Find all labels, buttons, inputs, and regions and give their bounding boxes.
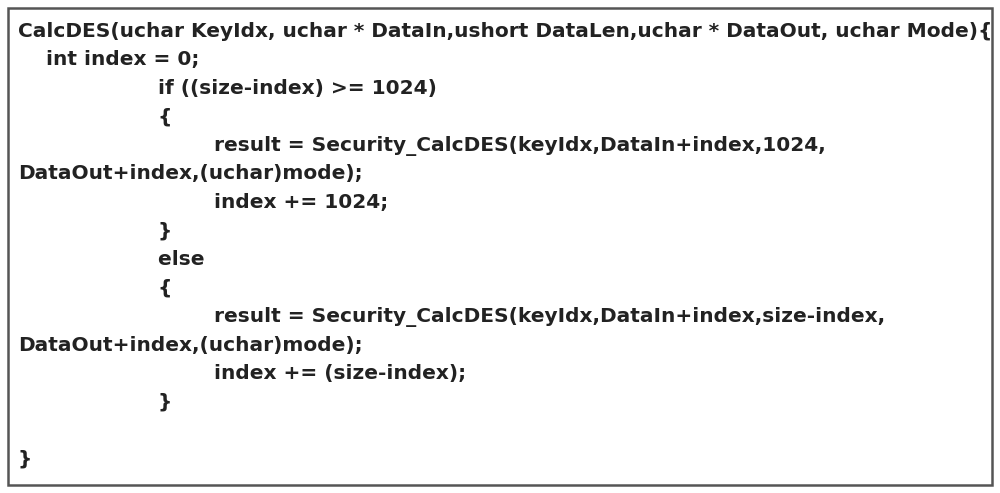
Text: result = Security_CalcDES(keyIdx,DataIn+index,size-index,: result = Security_CalcDES(keyIdx,DataIn+… (18, 307, 885, 327)
Text: }: } (18, 392, 172, 412)
Text: CalcDES(uchar KeyIdx, uchar * DataIn,ushort DataLen,uchar * DataOut, uchar Mode): CalcDES(uchar KeyIdx, uchar * DataIn,ush… (18, 22, 992, 41)
Text: if ((size-index) >= 1024): if ((size-index) >= 1024) (18, 79, 437, 98)
Text: int index = 0;: int index = 0; (18, 50, 199, 70)
Text: result = Security_CalcDES(keyIdx,DataIn+index,1024,: result = Security_CalcDES(keyIdx,DataIn+… (18, 136, 826, 156)
Text: }: } (18, 221, 172, 241)
Text: DataOut+index,(uchar)mode);: DataOut+index,(uchar)mode); (18, 165, 363, 183)
Text: }: } (18, 450, 32, 468)
Text: DataOut+index,(uchar)mode);: DataOut+index,(uchar)mode); (18, 336, 363, 354)
Text: {: { (18, 279, 172, 297)
Text: {: { (18, 107, 172, 127)
Text: index += (size-index);: index += (size-index); (18, 364, 466, 383)
Text: index += 1024;: index += 1024; (18, 193, 388, 212)
Text: else: else (18, 250, 205, 269)
